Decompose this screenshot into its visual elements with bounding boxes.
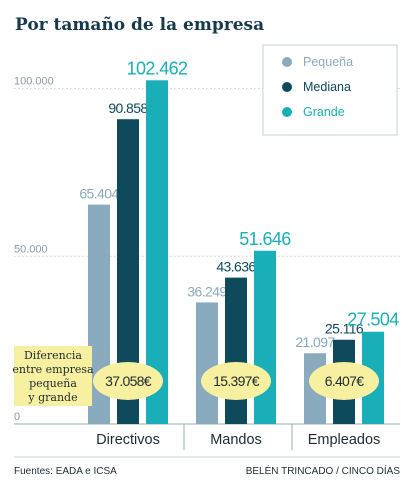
legend-label: Grande: [303, 105, 345, 119]
data-label: 51.646: [239, 229, 291, 249]
y-tick-label: 100.000: [14, 76, 54, 88]
bar-directivos-grande: [146, 80, 168, 424]
difference-value: 6.407€: [325, 373, 365, 389]
bar-directivos-mediana: [117, 119, 139, 424]
bar-mandos-pequeña: [196, 302, 218, 424]
difference-note-line-3: pequeña: [29, 377, 77, 390]
chart-title: Por tamaño de la empresa: [15, 15, 264, 35]
difference-note: Diferencia entre empresa pequeña y grand…: [12, 346, 94, 406]
footer-source: Fuentes: EADA e ICSA: [14, 466, 117, 477]
difference-value: 37.058€: [105, 373, 152, 389]
data-label: 90.858: [108, 100, 148, 116]
difference-note-line-4: y grande: [27, 391, 77, 404]
difference-note-box: [14, 346, 92, 406]
legend-marker: [282, 57, 292, 67]
data-label: 65.404: [79, 186, 119, 202]
difference-badge: [93, 362, 163, 400]
difference-note-line-1: Diferencia: [24, 349, 82, 362]
data-label: 25.116: [325, 321, 364, 337]
difference-note-line-2: entre empresa: [12, 363, 94, 376]
y-tick-label: 0: [14, 411, 20, 423]
footer-credit: BELÉN TRINCADO / CINCO DÍAS: [246, 464, 401, 477]
bar-mandos-mediana: [225, 277, 247, 424]
data-label: 102.462: [127, 58, 188, 78]
difference-badge: [309, 362, 379, 400]
legend-marker: [282, 107, 292, 117]
legend-marker: [282, 82, 292, 92]
x-tick-label: Directivos: [96, 432, 160, 448]
y-tick-label: 50.000: [14, 243, 48, 255]
x-axis: Directivos Mandos Empleados: [96, 424, 380, 450]
y-axis: 0 50.000 100.000: [14, 76, 54, 423]
data-label: 27.504: [347, 310, 399, 330]
legend-label: Mediana: [303, 80, 351, 94]
difference-value: 15.397€: [213, 373, 260, 389]
bar-mandos-grande: [254, 250, 276, 424]
difference-badge: [201, 362, 271, 400]
data-label: 43.636: [216, 259, 256, 275]
x-tick-label: Mandos: [210, 432, 262, 448]
data-label: 36.249: [187, 283, 227, 299]
legend: Pequeña Mediana Grande: [262, 44, 398, 136]
data-label: 21.097: [295, 334, 335, 350]
x-tick-label: Empleados: [308, 432, 381, 448]
legend-label: Pequeña: [303, 55, 353, 69]
differences: 37.058€ 15.397€ 6.407€: [93, 362, 379, 400]
